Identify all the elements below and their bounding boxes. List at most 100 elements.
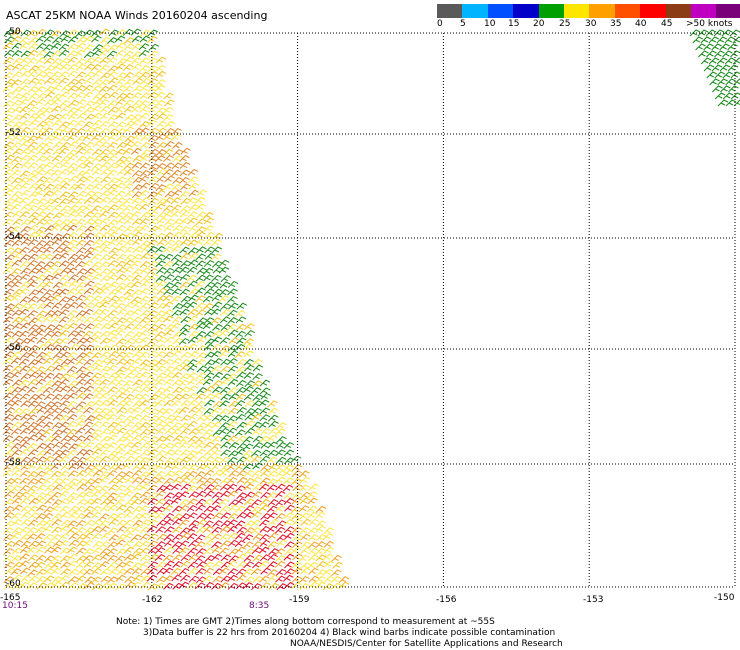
wind-barb — [28, 345, 39, 352]
wind-barb — [44, 114, 56, 122]
wind-barb — [700, 57, 712, 65]
wind-barb — [44, 338, 55, 345]
wind-barb — [132, 455, 144, 463]
wind-barb — [43, 330, 55, 338]
wind-barb — [19, 441, 30, 449]
wind-barb — [52, 441, 63, 449]
wind-barb — [99, 79, 110, 87]
wind-barb — [35, 546, 47, 554]
wind-barb — [60, 435, 72, 443]
wind-barb — [131, 197, 142, 205]
wind-barb — [179, 232, 191, 240]
wind-barb — [12, 574, 23, 582]
wind-barb — [147, 561, 159, 569]
wind-barb — [42, 428, 54, 436]
wind-barb — [156, 302, 167, 310]
wind-barb — [179, 155, 190, 163]
wind-barb — [227, 387, 239, 395]
wind-barb — [155, 245, 166, 253]
wind-barb — [188, 413, 200, 421]
wind-barb — [154, 203, 166, 211]
wind-barb — [116, 156, 127, 163]
wind-barb — [43, 218, 54, 226]
wind-barb — [123, 168, 135, 176]
wind-barb — [67, 553, 79, 561]
wind-barb — [252, 533, 263, 541]
wind-barb — [75, 441, 87, 449]
wind-barb — [100, 183, 111, 191]
wind-barb — [186, 301, 198, 309]
wind-barb — [131, 567, 143, 575]
wind-barb — [36, 281, 48, 289]
wind-barb — [11, 555, 22, 562]
wind-barb — [244, 527, 255, 535]
wind-barb — [83, 316, 95, 324]
wind-barb — [163, 386, 174, 394]
wind-barb — [163, 344, 175, 352]
wind-barb — [20, 281, 31, 289]
wind-barb — [155, 64, 166, 72]
wind-barb — [59, 135, 70, 143]
wind-barb — [316, 569, 327, 577]
wind-barb — [154, 310, 166, 318]
wind-barb — [107, 513, 118, 521]
wind-barb — [140, 323, 151, 331]
wind-barb — [227, 512, 239, 520]
wind-barb — [212, 575, 223, 583]
wind-barb — [163, 518, 175, 526]
wind-barb — [99, 204, 111, 212]
wind-barb — [67, 253, 79, 261]
wind-barb — [275, 470, 287, 478]
wind-barb — [51, 162, 63, 170]
wind-barb — [91, 49, 103, 57]
wind-barb — [123, 56, 135, 64]
wind-barb — [19, 421, 30, 429]
wind-barb — [106, 149, 118, 157]
wind-barb — [36, 310, 47, 318]
wind-barb — [203, 414, 214, 422]
wind-barb — [12, 114, 23, 122]
wind-barb — [226, 373, 238, 381]
wind-barb — [251, 546, 263, 554]
wind-barb — [244, 427, 255, 435]
wind-barb — [75, 142, 87, 150]
wind-barb — [36, 142, 47, 150]
wind-barb — [107, 133, 119, 141]
wind-barb — [187, 420, 198, 428]
wind-barb — [42, 204, 54, 212]
wind-barb — [172, 505, 183, 513]
wind-barb — [139, 162, 151, 170]
wind-barb — [116, 533, 128, 541]
wind-barb — [20, 203, 32, 211]
wind-barb — [99, 56, 110, 64]
wind-barb — [108, 91, 119, 99]
wind-barb — [730, 71, 740, 79]
wind-barb — [131, 191, 143, 199]
wind-barb — [44, 582, 55, 590]
wind-barb — [243, 469, 255, 477]
wind-barb — [266, 456, 278, 464]
wind-barb — [210, 443, 222, 451]
wind-barb — [155, 162, 167, 170]
wind-barb — [28, 497, 40, 505]
wind-barb — [123, 281, 135, 289]
wind-barb — [59, 274, 70, 282]
wind-barb — [156, 175, 167, 183]
legend-swatch — [640, 4, 666, 18]
wind-barb — [4, 520, 15, 528]
wind-barb — [123, 78, 135, 86]
wind-barb — [90, 336, 102, 344]
wind-barb — [27, 253, 39, 261]
wind-barb — [251, 421, 262, 429]
wind-barb — [291, 526, 302, 534]
wind-barb — [75, 456, 87, 464]
wind-barb — [74, 30, 86, 38]
wind-barb — [51, 555, 62, 563]
wind-barb — [243, 568, 254, 576]
wind-barb — [187, 441, 198, 449]
wind-barb — [115, 561, 127, 569]
wind-barb — [43, 301, 55, 309]
wind-barb — [90, 64, 102, 72]
legend-swatch — [487, 4, 514, 18]
wind-barb — [123, 288, 135, 296]
